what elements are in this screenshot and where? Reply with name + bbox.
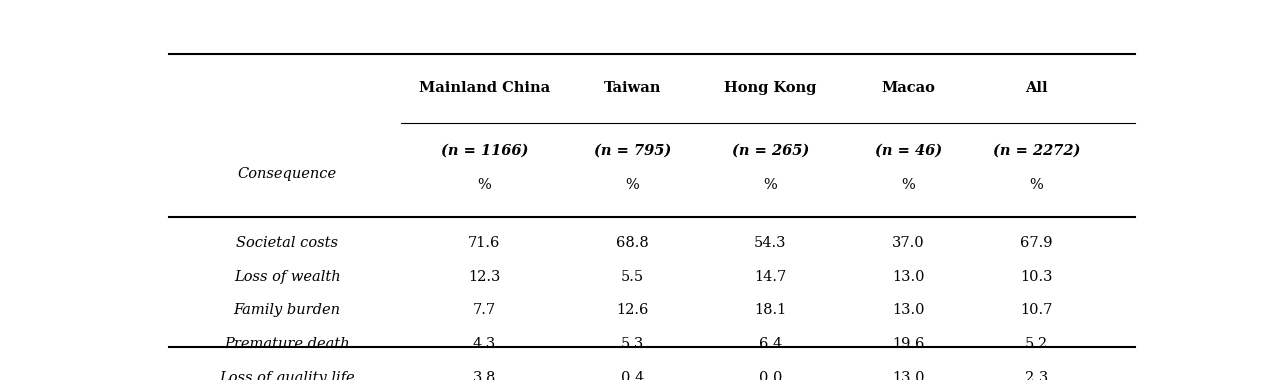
- Text: Mainland China: Mainland China: [418, 81, 550, 95]
- Text: 10.7: 10.7: [1020, 303, 1052, 317]
- Text: 0.4: 0.4: [621, 371, 644, 380]
- Text: %: %: [477, 177, 491, 192]
- Text: 37.0: 37.0: [892, 236, 925, 250]
- Text: (n = 1166): (n = 1166): [440, 144, 528, 158]
- Text: (n = 795): (n = 795): [594, 144, 670, 158]
- Text: Societal costs: Societal costs: [237, 236, 338, 250]
- Text: %: %: [1029, 177, 1043, 192]
- Text: Hong Kong: Hong Kong: [724, 81, 817, 95]
- Text: 5.2: 5.2: [1025, 337, 1048, 351]
- Text: Consequence: Consequence: [238, 167, 337, 181]
- Text: Macao: Macao: [881, 81, 935, 95]
- Text: 2.3: 2.3: [1025, 371, 1048, 380]
- Text: All: All: [1025, 81, 1048, 95]
- Text: 68.8: 68.8: [616, 236, 649, 250]
- Text: 13.0: 13.0: [892, 371, 925, 380]
- Text: 13.0: 13.0: [892, 303, 925, 317]
- Text: (n = 2272): (n = 2272): [992, 144, 1080, 158]
- Text: 13.0: 13.0: [892, 270, 925, 284]
- Text: Family burden: Family burden: [234, 303, 341, 317]
- Text: 3.8: 3.8: [473, 371, 496, 380]
- Text: 71.6: 71.6: [468, 236, 500, 250]
- Text: %: %: [763, 177, 777, 192]
- Text: 54.3: 54.3: [754, 236, 786, 250]
- Text: 7.7: 7.7: [473, 303, 496, 317]
- Text: 14.7: 14.7: [754, 270, 786, 284]
- Text: Taiwan: Taiwan: [603, 81, 661, 95]
- Text: 6.4: 6.4: [758, 337, 782, 351]
- Text: 18.1: 18.1: [754, 303, 786, 317]
- Text: %: %: [902, 177, 915, 192]
- Text: 0.0: 0.0: [758, 371, 782, 380]
- Text: (n = 265): (n = 265): [731, 144, 809, 158]
- Text: %: %: [626, 177, 639, 192]
- Text: (n = 46): (n = 46): [875, 144, 941, 158]
- Text: 5.3: 5.3: [621, 337, 644, 351]
- Text: 19.6: 19.6: [892, 337, 925, 351]
- Text: 4.3: 4.3: [473, 337, 496, 351]
- Text: 10.3: 10.3: [1020, 270, 1053, 284]
- Text: 12.6: 12.6: [616, 303, 649, 317]
- Text: Loss of wealth: Loss of wealth: [234, 270, 341, 284]
- Text: 12.3: 12.3: [468, 270, 500, 284]
- Text: Premature death: Premature death: [224, 337, 350, 351]
- Text: Loss of quality life: Loss of quality life: [219, 371, 355, 380]
- Text: 5.5: 5.5: [621, 270, 644, 284]
- Text: 67.9: 67.9: [1020, 236, 1053, 250]
